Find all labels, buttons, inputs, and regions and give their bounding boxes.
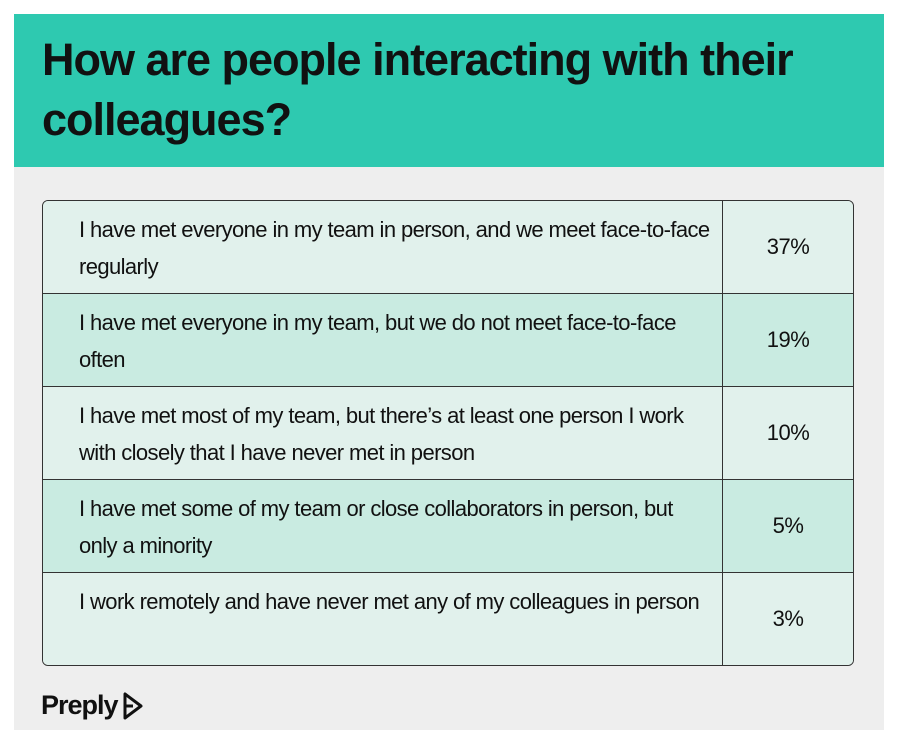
row-value: 5% [772,513,804,538]
table-row: I have met some of my team or close coll… [43,479,853,572]
row-label: I work remotely and have never met any o… [43,573,723,665]
table-row: I work remotely and have never met any o… [43,572,853,665]
table-row: I have met everyone in my team in person… [43,201,853,293]
panel: How are people interacting with their co… [14,14,884,730]
table-row: I have met most of my team, but there’s … [43,386,853,479]
logo-text: Preply [41,690,119,720]
row-label: I have met most of my team, but there’s … [43,387,723,479]
logo: Preply [41,690,145,721]
row-value: 19% [766,327,810,352]
title: How are people interacting with their co… [42,34,794,145]
header: How are people interacting with their co… [14,14,884,167]
row-label: I have met everyone in my team in person… [43,201,723,293]
row-value: 10% [766,420,810,445]
row-value: 37% [766,234,810,259]
row-label: I have met everyone in my team, but we d… [43,294,723,386]
table-row: I have met everyone in my team, but we d… [43,293,853,386]
logo-icon [123,692,143,719]
row-label: I have met some of my team or close coll… [43,480,723,572]
row-value: 3% [772,606,804,631]
table: I have met everyone in my team in person… [42,200,854,666]
